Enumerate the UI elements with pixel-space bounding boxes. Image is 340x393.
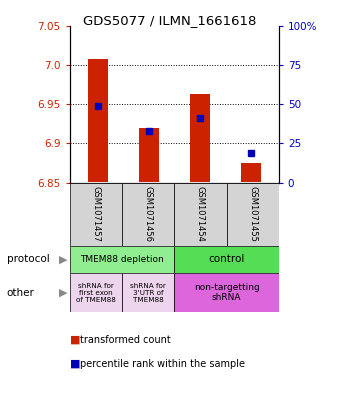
Text: other: other	[7, 288, 35, 298]
Text: ■: ■	[70, 358, 80, 369]
Bar	[174, 273, 279, 312]
Bar	[122, 273, 174, 312]
Bar	[70, 246, 174, 273]
Text: shRNA for
3'UTR of
TMEM88: shRNA for 3'UTR of TMEM88	[130, 283, 166, 303]
Bar	[88, 59, 108, 182]
Text: TMEM88 depletion: TMEM88 depletion	[80, 255, 164, 264]
Text: control: control	[208, 254, 245, 264]
Text: transformed count: transformed count	[80, 335, 171, 345]
Bar	[174, 246, 279, 273]
Text: ■: ■	[70, 335, 80, 345]
Text: GSM1071455: GSM1071455	[248, 186, 257, 242]
Text: GSM1071454: GSM1071454	[196, 186, 205, 242]
Text: protocol: protocol	[7, 254, 50, 264]
Bar	[241, 163, 261, 182]
Bar	[174, 183, 226, 246]
Text: shRNA for
first exon
of TMEM88: shRNA for first exon of TMEM88	[76, 283, 116, 303]
Bar	[190, 94, 210, 182]
Bar	[122, 183, 174, 246]
Bar	[226, 183, 279, 246]
Text: ▶: ▶	[58, 288, 67, 298]
Text: ▶: ▶	[58, 254, 67, 264]
Text: GDS5077 / ILMN_1661618: GDS5077 / ILMN_1661618	[83, 14, 257, 27]
Text: percentile rank within the sample: percentile rank within the sample	[80, 358, 245, 369]
Text: GSM1071456: GSM1071456	[143, 186, 153, 242]
Text: non-targetting
shRNA: non-targetting shRNA	[194, 283, 259, 303]
Bar	[70, 273, 122, 312]
Bar	[70, 183, 122, 246]
Bar	[139, 128, 159, 182]
Text: GSM1071457: GSM1071457	[91, 186, 100, 242]
